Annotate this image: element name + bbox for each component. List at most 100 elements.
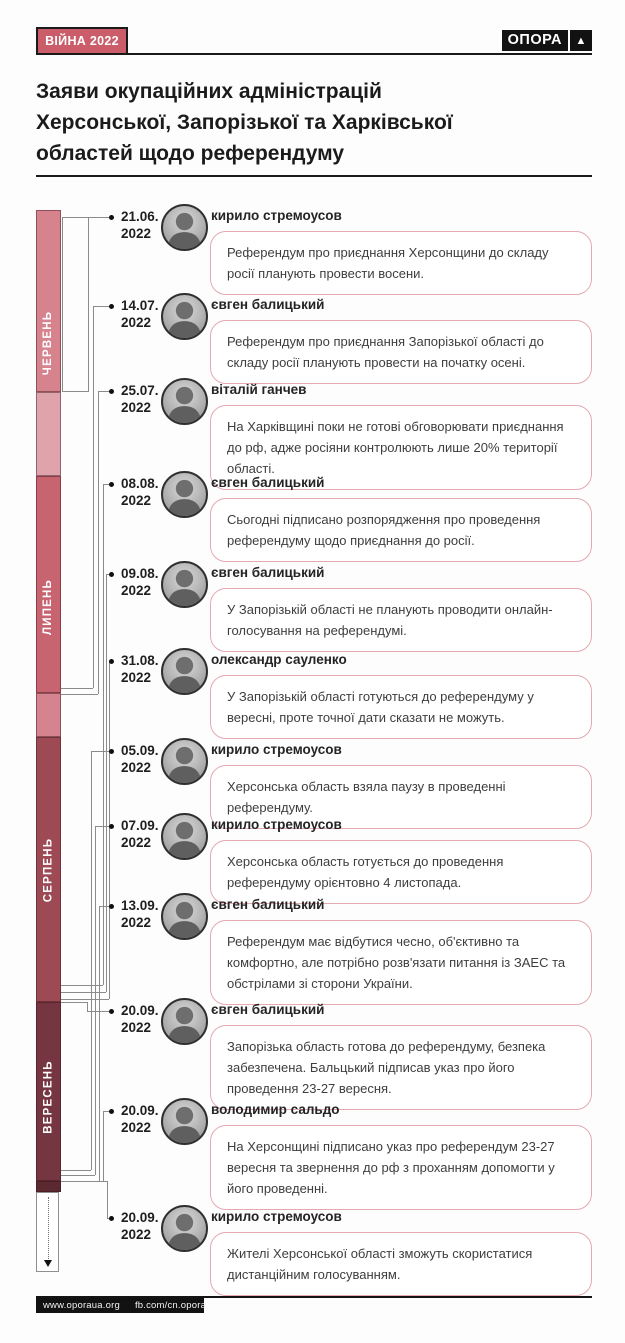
title-divider xyxy=(36,175,592,177)
entry-date-year: 2022 xyxy=(121,760,152,775)
month-bar-segment-september_cap xyxy=(36,1181,61,1192)
entry-date: 14.07. 2022 xyxy=(121,297,165,331)
person-silhouette-icon xyxy=(167,1006,202,1043)
footer-divider xyxy=(36,1296,592,1298)
entry-content: кирило стремоусов Херсонська область взя… xyxy=(210,742,592,829)
entry-content: віталій ганчев На Харківщині поки не гот… xyxy=(210,382,592,490)
timeline-bullet xyxy=(109,824,114,829)
timeline-bullet xyxy=(109,572,114,577)
timeline-bullet xyxy=(109,482,114,487)
page-title: Заяви окупаційних адміністрацій Херсонсь… xyxy=(36,76,596,169)
connector-entry-3-attach xyxy=(61,694,98,695)
entry-date-day: 21.06. xyxy=(121,209,159,224)
entry-date-day: 20.09. xyxy=(121,1003,159,1018)
connector-entry-5-h xyxy=(106,574,111,575)
speaker-name: кирило стремоусов xyxy=(211,817,342,832)
speaker-name: віталій ганчев xyxy=(211,382,307,397)
quote-box: На Херсонщині підписано указ про референ… xyxy=(210,1125,592,1210)
entry-date-year: 2022 xyxy=(121,315,152,330)
speaker-name: євген балицький xyxy=(211,897,325,912)
entry-date: 20.09. 2022 xyxy=(121,1002,165,1036)
connector-entry-4-h xyxy=(103,484,111,485)
connector-entry-7-attach xyxy=(61,1170,91,1171)
connector-entry-11-v xyxy=(103,1111,104,1181)
opora-logo-text: ОПОРА xyxy=(501,30,568,51)
entry-date-year: 2022 xyxy=(121,1227,152,1242)
connector-entry-11-h xyxy=(103,1111,111,1112)
dotted-line xyxy=(48,1197,49,1259)
connector-entry-6-v xyxy=(109,661,110,999)
entry-date-year: 2022 xyxy=(121,226,152,241)
entry-content: олександр сауленко У Запорізькій області… xyxy=(210,652,592,739)
quote-box: Херсонська область готується до проведен… xyxy=(210,840,592,904)
entry-date: 13.09. 2022 xyxy=(121,897,165,931)
avatar xyxy=(161,813,208,860)
entry-date-year: 2022 xyxy=(121,670,152,685)
page-title-line: Херсонської, Запорізької та Харківської xyxy=(36,111,453,134)
entry-date-year: 2022 xyxy=(121,583,152,598)
quote-box: Референдум про приєднання Херсонщини до … xyxy=(210,231,592,295)
entry-date-day: 14.07. xyxy=(121,298,159,313)
speaker-name: євген балицький xyxy=(211,475,325,490)
quote-box: Референдум про приєднання Запорізької об… xyxy=(210,320,592,384)
entry-date: 08.08. 2022 xyxy=(121,475,165,509)
entry-date-year: 2022 xyxy=(121,493,152,508)
entry-date-year: 2022 xyxy=(121,400,152,415)
entry-date: 09.08. 2022 xyxy=(121,565,165,599)
avatar xyxy=(161,998,208,1045)
connector-entry-5-v xyxy=(106,574,107,992)
timeline-bullet xyxy=(109,1109,114,1114)
entry-date-year: 2022 xyxy=(121,915,152,930)
quote-box: Сьогодні підписано розпорядження про про… xyxy=(210,498,592,562)
connector-entry-10-v xyxy=(87,1002,88,1011)
opora-logo: ОПОРА ▲ xyxy=(501,30,592,51)
avatar xyxy=(161,1098,208,1145)
entry-date-day: 07.09. xyxy=(121,818,159,833)
avatar xyxy=(161,471,208,518)
person-silhouette-icon xyxy=(167,212,202,249)
entry-date-year: 2022 xyxy=(121,1120,152,1135)
connector-entry-7-v xyxy=(91,751,92,1170)
connector-entry-8-h xyxy=(95,826,111,827)
entry-content: євген балицький Референдум про приєднанн… xyxy=(210,297,592,384)
speaker-name: євген балицький xyxy=(211,297,325,312)
entry-content: кирило стремоусов Херсонська область гот… xyxy=(210,817,592,904)
entry-date: 21.06. 2022 xyxy=(121,208,165,242)
entry-content: володимир сальдо На Херсонщині підписано… xyxy=(210,1102,592,1210)
entry-date: 07.09. 2022 xyxy=(121,817,165,851)
timeline-bullet xyxy=(109,1009,114,1014)
avatar xyxy=(161,561,208,608)
person-silhouette-icon xyxy=(167,746,202,783)
timeline-bullet xyxy=(109,904,114,909)
footer-website: www.oporaua.org xyxy=(43,1300,120,1311)
entry-content: євген балицький Сьогодні підписано розпо… xyxy=(210,475,592,562)
quote-box: Жителі Херсонської області зможуть скори… xyxy=(210,1232,592,1296)
page-title-line: Заяви окупаційних адміністрацій xyxy=(36,80,382,103)
connector-entry-1-h xyxy=(62,217,111,218)
connector-entry-9-v xyxy=(99,906,100,1181)
connector-entry-1-attach xyxy=(62,391,89,392)
quote-box: Запорізька область готова до референдуму… xyxy=(210,1025,592,1110)
entry-content: євген балицький Референдум має відбутися… xyxy=(210,897,592,1005)
connector-entry-2-v xyxy=(93,306,94,688)
person-silhouette-icon xyxy=(167,1213,202,1250)
connector-entry-5-attach xyxy=(61,992,106,993)
connector-entry-1-v xyxy=(62,217,63,391)
timeline-bullet xyxy=(109,215,114,220)
person-silhouette-icon xyxy=(167,821,202,858)
header-divider xyxy=(36,53,592,55)
timeline-bullet xyxy=(109,1216,114,1221)
connector-entry-3-h xyxy=(98,391,111,392)
footer-facebook: fb.com/cn.opora xyxy=(134,1300,207,1311)
quote-box: Херсонська область взяла паузу в проведе… xyxy=(210,765,592,829)
connector-entry-7-h xyxy=(91,751,111,752)
month-bar-segment-september_main xyxy=(36,1002,61,1181)
speaker-name: євген балицький xyxy=(211,1002,325,1017)
speaker-name: євген балицький xyxy=(211,565,325,580)
avatar xyxy=(161,204,208,251)
war-2022-badge: ВІЙНА 2022 xyxy=(36,27,128,55)
connector-entry-8-attach xyxy=(61,1175,95,1176)
timeline-bullet xyxy=(109,659,114,664)
timeline-bullet xyxy=(109,304,114,309)
